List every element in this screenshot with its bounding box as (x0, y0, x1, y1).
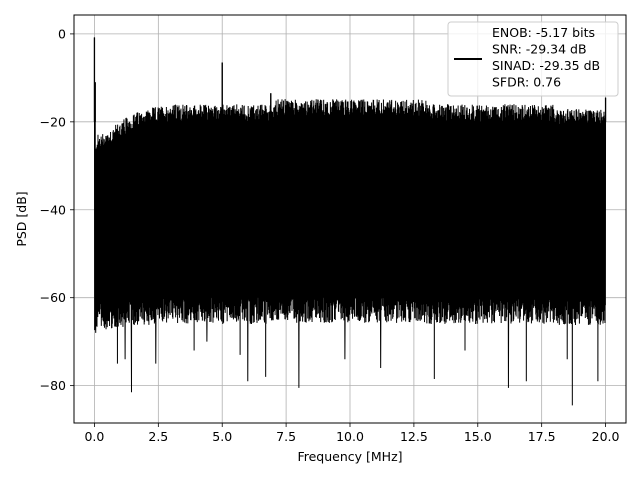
y-tick-label: −80 (40, 378, 66, 393)
legend-line-enob: ENOB: -5.17 bits (492, 25, 595, 40)
y-tick-label: −20 (40, 114, 66, 129)
y-tick-label: 0 (58, 26, 66, 41)
legend-line-sinad: SINAD: -29.35 dB (492, 58, 600, 73)
psd-series-line (93, 37, 607, 406)
y-axis-label: PSD [dB] (14, 191, 29, 246)
x-tick-label: 2.5 (148, 429, 168, 444)
x-tick-label: 5.0 (212, 429, 232, 444)
x-tick-label: 0.0 (84, 429, 104, 444)
psd-trace (93, 37, 607, 406)
legend-box (447, 21, 619, 97)
x-tick-label: 7.5 (276, 429, 296, 444)
x-tick-label: 10.0 (336, 429, 364, 444)
x-tick-label: 12.5 (400, 429, 428, 444)
x-axis-label: Frequency [MHz] (297, 449, 402, 464)
legend-line-snr: SNR: -29.34 dB (492, 42, 587, 57)
x-axis-ticks: 0.0 2.5 5.0 7.5 10.0 12.5 15.0 17.5 20.0 (84, 423, 620, 444)
y-tick-label: −60 (40, 290, 66, 305)
x-tick-label: 15.0 (464, 429, 492, 444)
y-tick-label: −40 (40, 202, 66, 217)
legend: ENOB: -5.17 bits SNR: -29.34 dB SINAD: -… (447, 21, 619, 97)
x-tick-label: 17.5 (528, 429, 556, 444)
legend-line-sfdr: SFDR: 0.76 (492, 75, 561, 90)
y-axis-ticks: 0 −20 −40 −60 −80 (40, 26, 74, 393)
x-tick-label: 20.0 (592, 429, 620, 444)
plot-frame (73, 14, 627, 424)
